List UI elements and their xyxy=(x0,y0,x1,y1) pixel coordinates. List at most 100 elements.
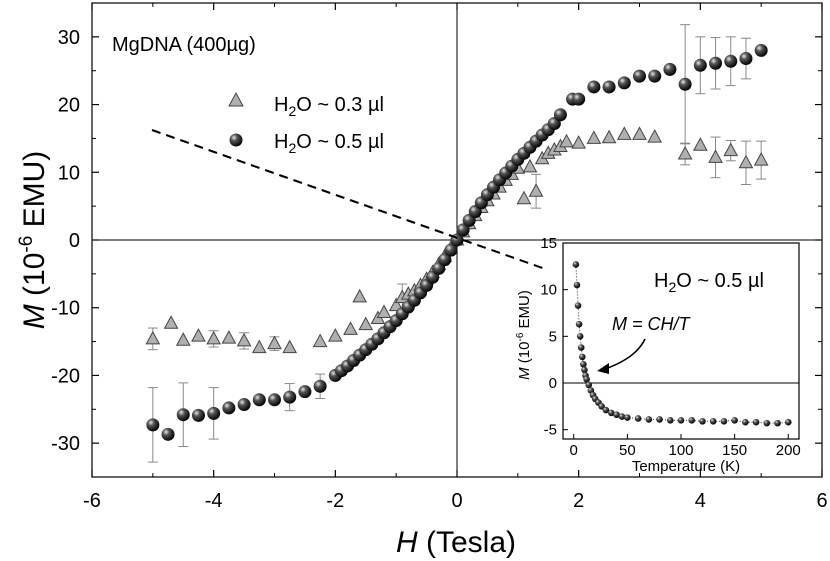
data-point-triangle xyxy=(647,129,663,143)
data-point-sphere xyxy=(298,385,312,399)
inset-y-tick-label: 5 xyxy=(549,328,557,345)
data-point-sphere xyxy=(633,69,646,83)
inset-data-point xyxy=(688,417,696,424)
legend: H2O ~ 0.3 µl H2O ~ 0.5 µl xyxy=(228,91,384,156)
data-point-triangle xyxy=(692,137,708,151)
inset-data-point xyxy=(656,416,663,423)
main-series-layer xyxy=(145,24,769,463)
legend-entry-0.5: H2O ~ 0.5 µl xyxy=(229,131,384,156)
inset-x-tick-label: 150 xyxy=(722,442,747,459)
x-tick-label: 2 xyxy=(573,490,584,512)
data-point-triangle xyxy=(601,129,617,144)
x-tick-label: 0 xyxy=(451,490,462,512)
inset-data-point xyxy=(784,418,792,426)
inset-x-tick-label: 200 xyxy=(776,442,801,459)
inset-x-tick-label: 100 xyxy=(668,442,693,459)
data-point-triangle xyxy=(376,304,392,318)
data-point-triangle xyxy=(738,154,754,169)
data-point-triangle xyxy=(522,158,538,173)
y-tick-label: 20 xyxy=(58,95,80,117)
data-point-sphere xyxy=(709,56,723,70)
inset-series-layer xyxy=(572,261,792,427)
data-point-triangle xyxy=(559,133,574,148)
inset-axes: 0 50 100 150 200 -5 0 5 10 15 xyxy=(540,235,800,459)
data-point-triangle xyxy=(206,330,222,345)
inset-data-point xyxy=(742,418,749,426)
data-point-triangle xyxy=(723,142,739,157)
data-point-sphere xyxy=(678,77,692,91)
x-axis-title: H (Tesla) xyxy=(396,526,516,559)
data-point-sphere xyxy=(456,223,470,237)
data-point-triangle xyxy=(327,328,343,342)
inset-data-point xyxy=(645,416,653,423)
data-point-triangle xyxy=(221,330,237,344)
data-point-triangle xyxy=(528,183,544,197)
data-point-triangle xyxy=(282,339,298,354)
inset-y-tick-label: -5 xyxy=(544,422,557,439)
inset-annotation: H2O ~ 0.5 µl xyxy=(654,270,764,295)
inset-panel: 0 50 100 150 200 -5 0 5 10 15 H2O ~ 0.5 µl M = CH… xyxy=(515,235,801,475)
data-point-triangle xyxy=(388,297,404,312)
data-point-triangle xyxy=(163,315,179,329)
series-0.5 xyxy=(146,24,768,463)
inset-data-point xyxy=(613,411,620,419)
inset-data-point xyxy=(607,409,615,417)
legend-entry-0.3: H2O ~ 0.3 µl xyxy=(228,91,384,119)
data-point-sphere xyxy=(648,69,662,83)
inset-data-point xyxy=(666,417,674,424)
inset-data-point xyxy=(763,419,771,427)
inset-data-point xyxy=(602,406,610,414)
inset-data-point xyxy=(576,333,584,340)
inset-data-point xyxy=(731,417,738,424)
data-point-sphere xyxy=(587,80,601,94)
data-point-sphere xyxy=(207,406,221,420)
y-tick-label: 0 xyxy=(69,230,80,252)
data-point-sphere xyxy=(553,108,567,122)
data-point-sphere xyxy=(268,393,281,407)
inset-data-point xyxy=(575,320,583,328)
inset-y-tick-label: 0 xyxy=(549,375,557,392)
legend-label-0.5: H2O ~ 0.5 µl xyxy=(274,131,384,156)
y-tick-label: 30 xyxy=(58,27,80,49)
data-point-triangle xyxy=(343,321,358,335)
inset-data-point xyxy=(774,419,781,427)
data-point-triangle xyxy=(191,328,206,342)
inset-data-point xyxy=(573,281,581,289)
data-point-triangle xyxy=(632,126,647,140)
data-point-sphere xyxy=(754,43,768,57)
y-tick-label: -30 xyxy=(51,433,80,455)
x-tick-label: -6 xyxy=(83,490,101,512)
legend-label-0.3: H2O ~ 0.3 µl xyxy=(274,94,384,119)
data-point-triangle xyxy=(516,190,532,205)
inset-data-point xyxy=(618,413,626,420)
inset-formula: M = CH/T xyxy=(612,314,692,334)
data-point-sphere xyxy=(283,390,297,404)
data-point-sphere xyxy=(663,62,677,76)
data-point-triangle xyxy=(616,126,632,140)
data-point-triangle xyxy=(352,288,368,303)
x-tick-label: 6 xyxy=(816,490,827,512)
inset-data-point xyxy=(581,366,588,374)
data-point-sphere xyxy=(161,427,175,441)
data-point-triangle xyxy=(267,335,282,350)
data-point-triangle xyxy=(312,333,328,348)
inset-formula-arrow xyxy=(604,338,646,370)
inset-y-tick-label: 10 xyxy=(540,282,557,299)
data-point-triangle xyxy=(753,152,769,166)
inset-x-axis-title: Temperature (K) xyxy=(632,458,740,475)
x-tick-label: -2 xyxy=(326,490,344,512)
inset-arrow-head xyxy=(597,363,609,374)
data-point-sphere xyxy=(222,401,236,415)
data-point-sphere xyxy=(176,408,190,422)
inset-x-tick-label: 50 xyxy=(619,442,636,459)
inset-data-point xyxy=(585,381,593,389)
legend-triangle-marker xyxy=(228,91,244,107)
data-point-sphere xyxy=(617,76,631,90)
data-point-sphere xyxy=(602,80,616,94)
data-point-sphere xyxy=(444,243,458,257)
inset-y-axis-title: M (10-6 EMU) xyxy=(515,290,533,380)
data-point-triangle xyxy=(358,316,374,331)
legend-sphere-marker xyxy=(229,133,243,147)
